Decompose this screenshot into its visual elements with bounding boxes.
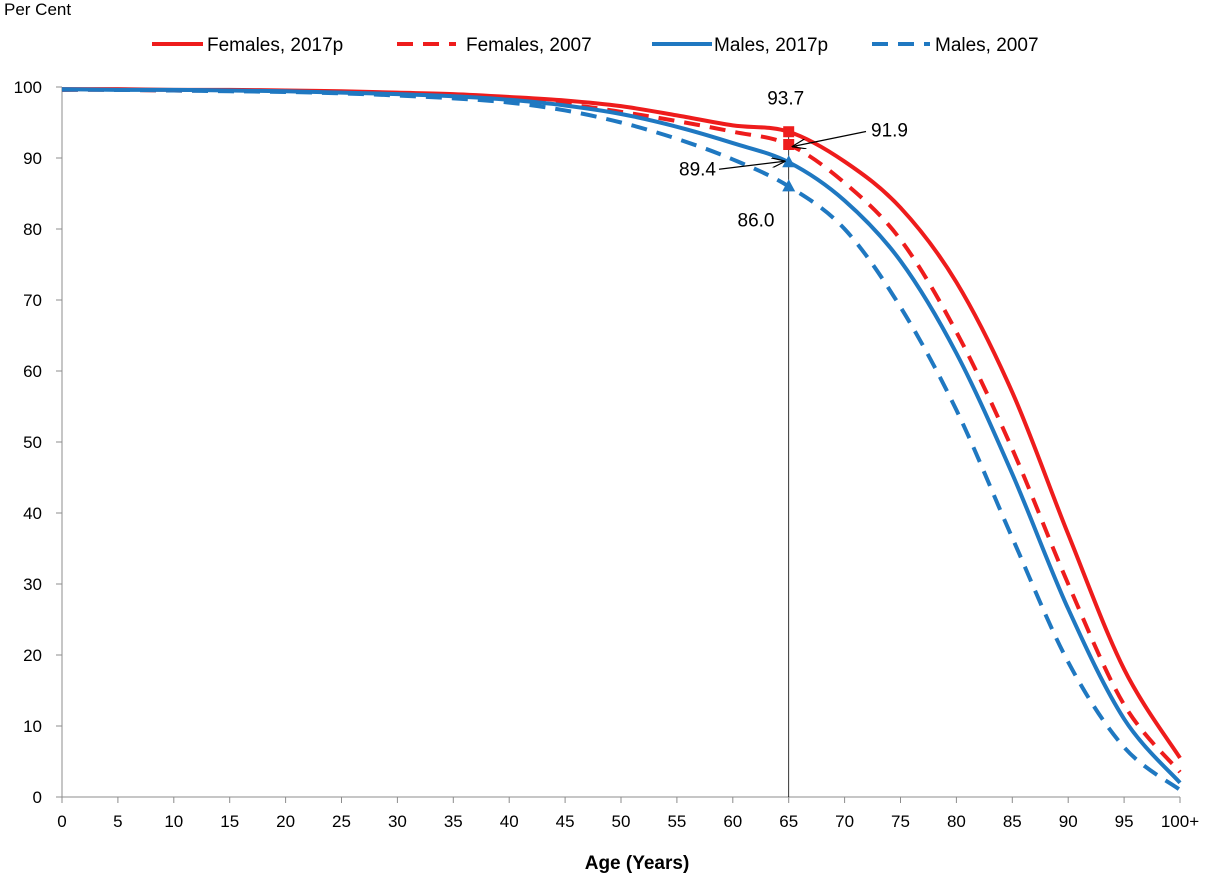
x-tick-label: 70 [835,812,854,831]
y-tick-label: 60 [23,362,42,381]
y-tick-label: 50 [23,433,42,452]
x-tick-label: 100+ [1161,812,1199,831]
x-tick-label: 25 [332,812,351,831]
annotation-arrow [718,161,785,170]
plot-area [61,87,1182,797]
x-tick-label: 40 [500,812,519,831]
legend: Females, 2017p Females, 2007 Males, 2017p M… [152,35,1039,56]
y-tick-label: 0 [33,788,42,807]
legend-label: Males, 2007 [935,35,1039,56]
legend-label: Males, 2017p [714,35,828,56]
annotation-arrow [793,130,867,147]
x-tick-label: 15 [220,812,239,831]
series-line-males-2007 [61,87,1182,792]
x-tick-label: 20 [276,812,295,831]
y-tick-label: 80 [23,220,42,239]
x-tick-label: 30 [388,812,407,831]
x-tick-label: 80 [947,812,966,831]
x-tick-label: 95 [1115,812,1134,831]
y-tick-label: 90 [23,149,42,168]
y-tick-label: 100 [14,78,42,97]
y-axis-label: Per Cent [4,0,71,19]
x-axis-label: Age (Years) [585,853,690,874]
series-line-females-2017p [61,87,1182,760]
x-tick-label: 60 [723,812,742,831]
annotation-label: 93.7 [767,89,804,110]
x-tick-label: 50 [612,812,631,831]
annotations: 93.7 91.9 89.4 86.0 [679,89,908,232]
x-tick-label: 90 [1059,812,1078,831]
x-tick-label: 10 [164,812,183,831]
y-tick-label: 70 [23,291,42,310]
marker-triangle [782,179,796,192]
x-tick-label: 55 [667,812,686,831]
marker-square [783,126,795,138]
x-tick-label: 0 [57,812,66,831]
legend-label: Females, 2007 [466,35,592,56]
y-tick-label: 20 [23,646,42,665]
annotation-label: 91.9 [871,121,908,142]
axes: 0 10 20 30 40 50 60 70 80 90 100 0 5 10 15 20 25 30 35 40 45… [14,78,1200,831]
y-tick-label: 10 [23,717,42,736]
series-line-females-2007 [61,87,1182,774]
x-tick-label: 65 [779,812,798,831]
x-tick-label: 35 [444,812,463,831]
y-tick-label: 40 [23,504,42,523]
legend-label: Females, 2017p [207,35,343,56]
x-tick-label: 45 [556,812,575,831]
y-tick-label: 30 [23,575,42,594]
x-tick-label: 5 [113,812,122,831]
annotation-label: 86.0 [738,210,775,231]
x-tick-label: 85 [1003,812,1022,831]
series-line-males-2017p [61,87,1182,785]
annotation-label: 89.4 [679,159,716,180]
x-tick-label: 75 [891,812,910,831]
marker-square [783,139,795,151]
